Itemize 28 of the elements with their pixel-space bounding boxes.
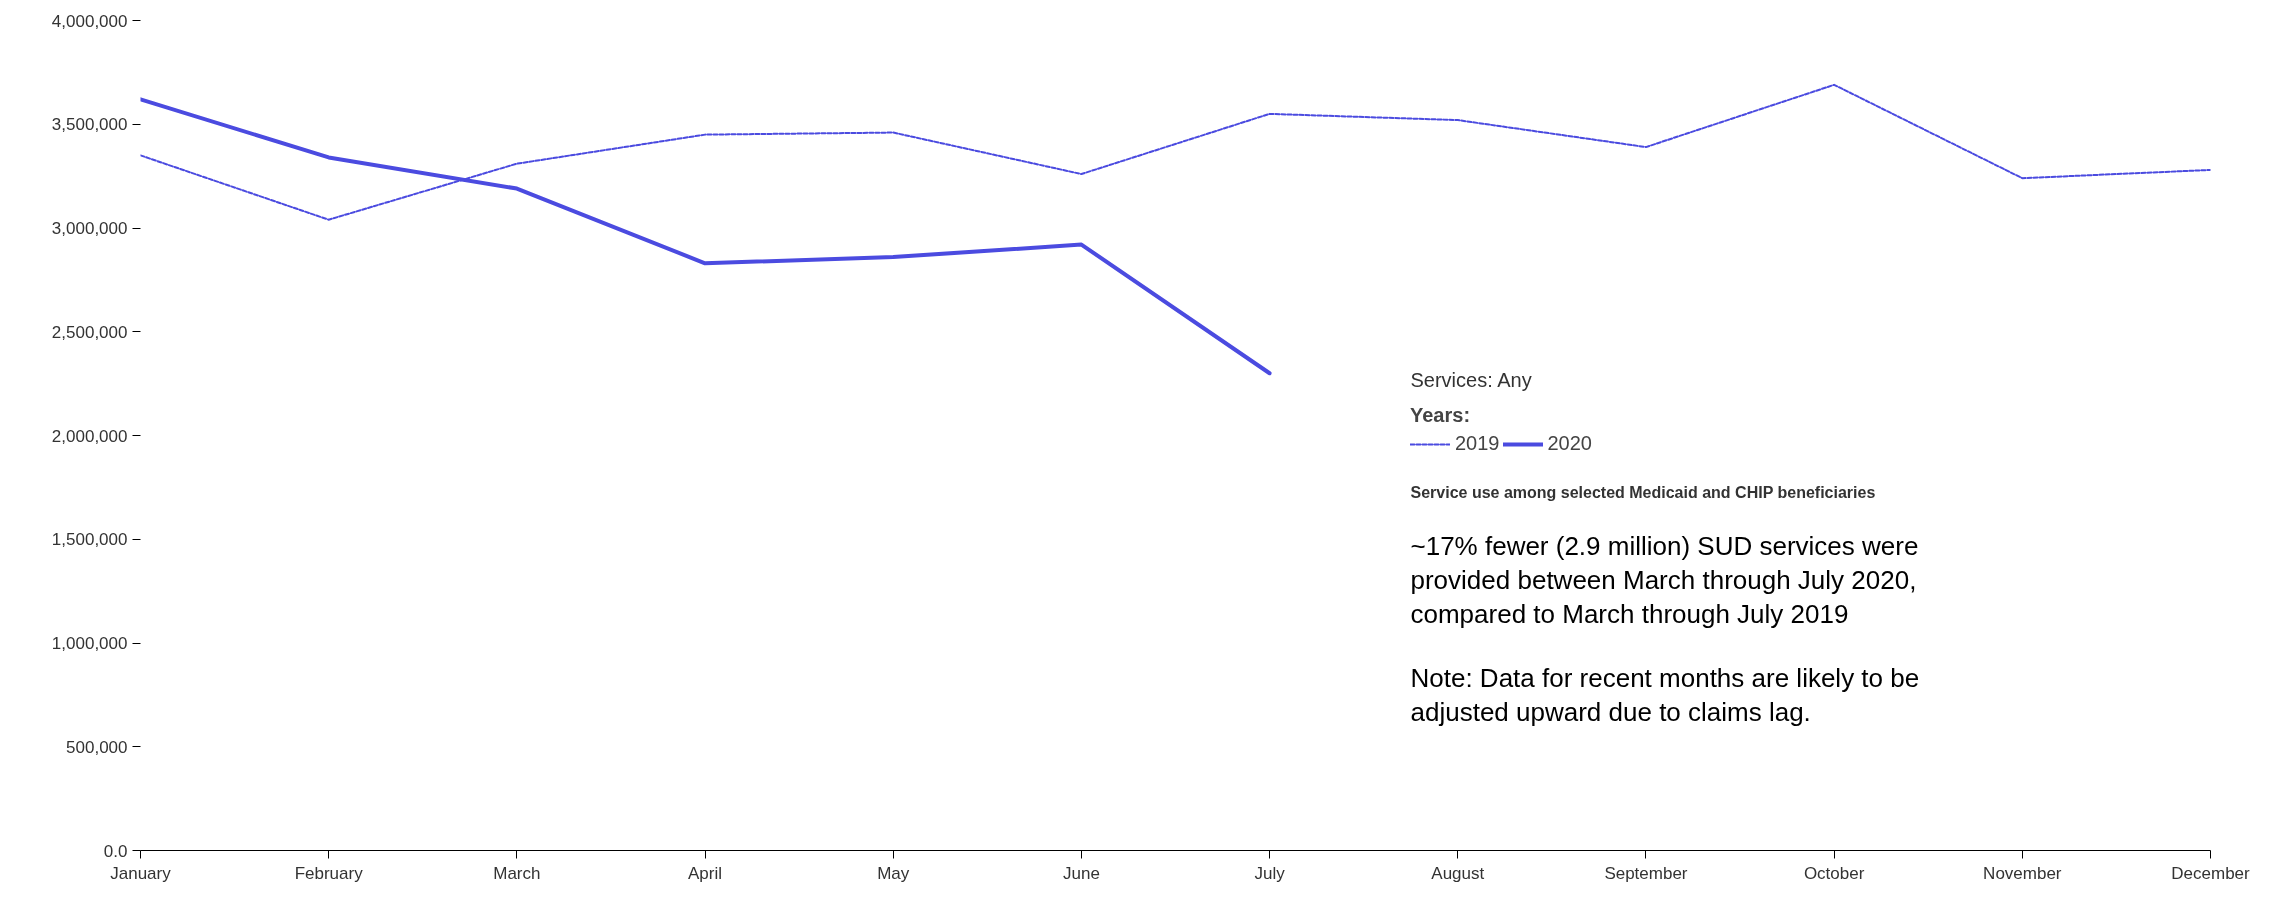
annotation: ~17% fewer (2.9 million) SUD services were provided between March through July 2020, compared to March through July 2019 <box>1410 530 1919 629</box>
y-tick-label: 0.0 <box>103 841 128 861</box>
x-tick-label: December <box>2171 863 2251 883</box>
x-tick-label: April <box>688 863 723 883</box>
legend-label: 2020 <box>1547 432 1592 455</box>
legend-label: 2019 <box>1455 432 1500 455</box>
x-tick-label: September <box>1604 863 1688 883</box>
x-tick-label: May <box>877 863 910 883</box>
legend-title: Years: <box>1410 404 1472 427</box>
y-tick-label: 4,000,000 <box>51 11 128 31</box>
x-tick-label: March <box>493 863 541 883</box>
y-tick-label: 1,000,000 <box>51 634 128 653</box>
annotation: Service use among selected Medicaid and CHIP beneficiaries <box>1410 483 1876 501</box>
x-tick-label: July <box>1254 863 1286 883</box>
x-tick-label: January <box>110 863 172 883</box>
y-tick-label: 500,000 <box>66 737 128 757</box>
annotation: Note: Data for recent months are likely to be adjusted upward due to claims lag. <box>1410 662 1920 727</box>
y-tick-label: 1,500,000 <box>51 530 128 550</box>
x-tick-label: October <box>1803 863 1865 883</box>
y-tick-label: 3,500,000 <box>51 115 128 135</box>
y-tick-label: 3,000,000 <box>51 219 128 238</box>
y-tick-label: 2,000,000 <box>51 426 128 446</box>
y-tick-label: 2,500,000 <box>51 322 128 342</box>
x-tick-label: February <box>294 863 364 883</box>
x-tick-label: June <box>1062 863 1100 883</box>
x-tick-label: August <box>1431 863 1485 883</box>
x-tick-label: November <box>1983 863 2062 883</box>
annotation: Services: Any <box>1410 368 1532 391</box>
